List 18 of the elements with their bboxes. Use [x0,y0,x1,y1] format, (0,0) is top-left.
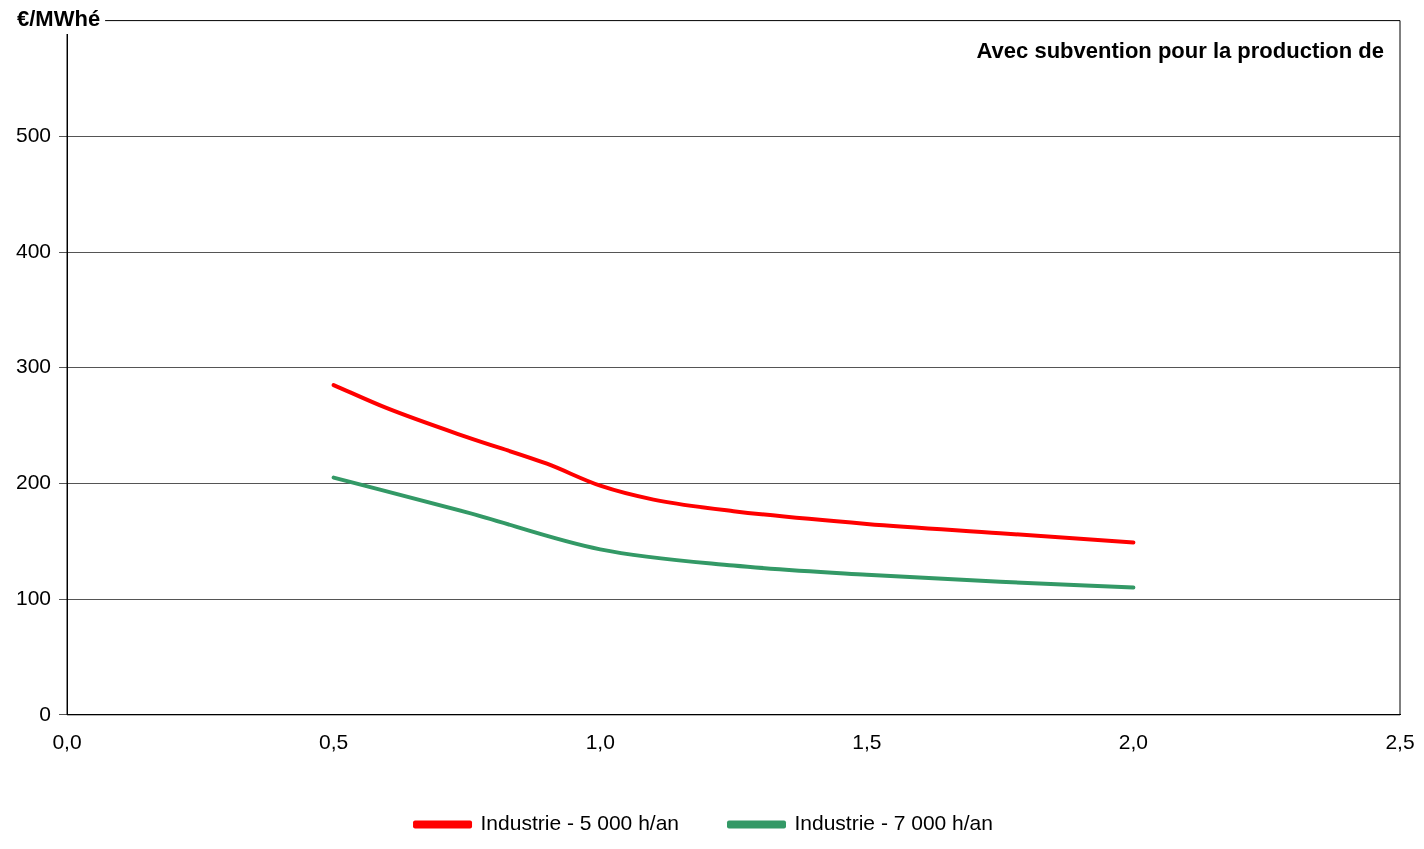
x-tick-label: 0,5 [319,730,349,754]
y-tick-label: 300 [15,354,52,378]
legend-label: Industrie - 7 000 h/an [794,811,993,835]
x-tick-label: 2,0 [1118,730,1149,754]
y-tick-label: 400 [15,238,52,262]
legend-label: Industrie - 5 000 h/an [480,811,679,835]
y-tick-label: 100 [15,585,52,609]
text: Avec subvention pour la production de [976,38,1384,64]
line-series [331,475,1136,590]
line-series [331,383,1136,545]
x-tick-label: 2,5 [1385,730,1415,754]
y-tick-label: 200 [15,470,52,494]
x-tick-label: 1,5 [852,730,882,754]
y-tick-label: 0 [39,701,52,725]
x-tick-label: 0,0 [52,730,82,754]
y-axis-title: €/MWhé [17,6,101,32]
x-tick-label: 1,0 [585,730,615,754]
y-tick-label: 500 [15,123,52,147]
